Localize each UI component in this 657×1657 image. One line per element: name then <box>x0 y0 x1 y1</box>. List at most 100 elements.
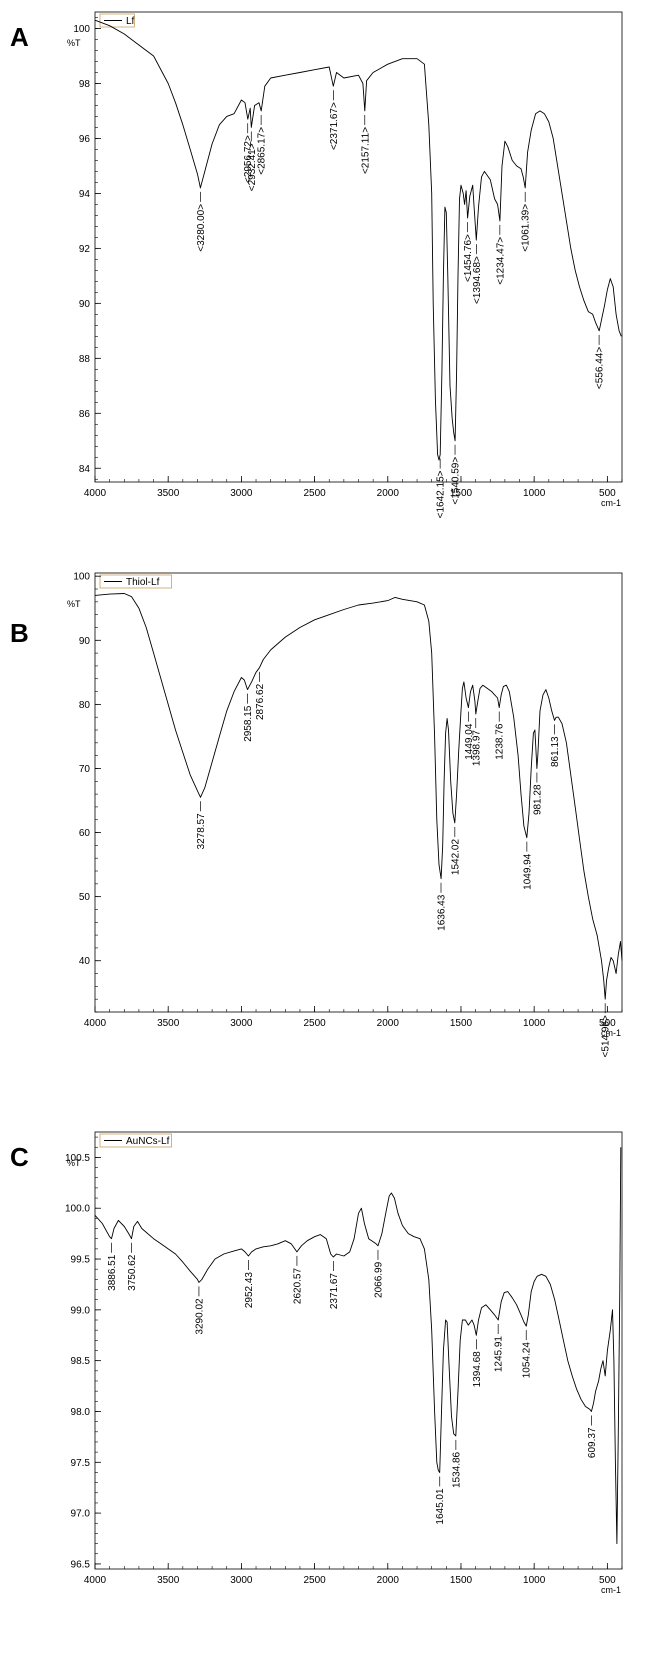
peak-label-text: 2876.62 <box>255 683 266 720</box>
ftir-chart-thiol-lf: Thiol-Lf %T 40 50 60 70 80 90 100 4000 3500 3000 250… <box>67 572 623 1057</box>
panel-b: B Thiol-Lf %T 40 50 60 70 80 90 100 4000 3500 3000 2… <box>0 560 657 1100</box>
x-tick-label: 2000 <box>377 1018 400 1029</box>
y-tick-label: 80 <box>79 700 91 711</box>
y-axis-label: %T <box>67 599 81 609</box>
peak-label-text: <2371.67> <box>329 102 340 150</box>
peak-label-text: 1238.76 <box>495 723 506 760</box>
peak-label: 2958.15 <box>243 693 254 742</box>
peak-label-text: <2956.72> <box>243 135 254 183</box>
peak-label-text: <2865.17> <box>257 127 268 175</box>
y-axis-label: %T <box>67 38 81 48</box>
y-tick-label: 88 <box>79 354 91 365</box>
peak-label: 1398.97 <box>471 717 482 767</box>
peak-label-text: <1642.15> <box>436 470 447 518</box>
peak-label-text: 3290.02 <box>194 1298 205 1335</box>
y-tick-label: 99.0 <box>71 1305 91 1316</box>
peak-label: <1234.47> <box>495 224 506 285</box>
peak-label-text: 1054.24 <box>522 1342 533 1379</box>
peak-label-text: 1534.86 <box>451 1451 462 1488</box>
legend-label: Thiol-Lf <box>126 577 160 588</box>
ftir-chart-lf: Lf %T 84 86 88 90 92 94 96 98 100 4000 3500 3000 2500 2… <box>67 11 623 518</box>
peak-label: 1245.91 <box>494 1324 505 1372</box>
y-tick-label: 98 <box>79 79 91 90</box>
peak-label: 3278.57 <box>196 801 207 849</box>
y-tick-label: 50 <box>79 892 91 903</box>
peak-label: 2620.57 <box>292 1255 303 1304</box>
x-tick-label: 4000 <box>84 1575 107 1586</box>
ftir-chart-aunc-lf: AuNCs-Lf %T 96.5 97.0 97.5 98.0 98.5 99.0 99.5 10… <box>65 1131 623 1595</box>
y-tick-label: 98.5 <box>71 1356 91 1367</box>
x-tick-label: 2500 <box>303 1575 326 1586</box>
peak-label: 861.13 <box>550 724 561 767</box>
x-tick-label: 3500 <box>157 1575 180 1586</box>
plot-frame <box>94 11 623 483</box>
y-tick-label: 97.0 <box>71 1509 91 1520</box>
y-tick-label: 90 <box>79 299 91 310</box>
y-tick-label: 84 <box>79 464 91 475</box>
peak-label: <2157.11> <box>360 114 371 174</box>
peak-label-text: 1636.43 <box>437 894 448 931</box>
peak-label: <1642.15> <box>436 458 447 518</box>
peak-label: <1454.76> <box>463 222 474 282</box>
y-tick-label: 99.5 <box>71 1255 91 1266</box>
peak-label: 3290.02 <box>194 1286 205 1335</box>
peak-label-text: 609.37 <box>587 1427 598 1458</box>
peak-label-text: 1398.97 <box>471 730 482 767</box>
y-tick-label: 96 <box>79 134 91 145</box>
peak-label: 1394.68 <box>472 1339 483 1387</box>
x-tick-label: 2000 <box>377 488 400 499</box>
y-tick-label: 60 <box>79 828 91 839</box>
x-tick-label: 500 <box>599 1018 616 1029</box>
peak-label: 1542.02 <box>450 826 461 875</box>
legend: Lf <box>99 13 135 28</box>
panel-letter-a: A <box>10 22 29 52</box>
peak-label-text: 1645.01 <box>435 1488 446 1525</box>
peak-label-text: <1454.76> <box>463 234 474 282</box>
peak-label: 1054.24 <box>522 1330 533 1378</box>
peak-label: <514.96> <box>601 1003 612 1057</box>
peak-label-text: 2958.15 <box>243 705 254 742</box>
peak-label-text: <514.96> <box>601 1015 612 1057</box>
peak-label-text: 3886.51 <box>107 1254 118 1291</box>
y-tick-label: 98.0 <box>71 1407 91 1418</box>
peak-label: 1449.04 <box>464 711 475 760</box>
y-tick-label: 70 <box>79 764 91 775</box>
x-unit-label: cm-1 <box>601 1585 621 1595</box>
spectrum-line <box>94 19 622 461</box>
panel-c: C AuNCs-Lf %T 96.5 97.0 97.5 98.0 98.5 99.0 99.5… <box>0 1117 657 1657</box>
peak-label: <2865.17> <box>257 114 268 175</box>
peak-label: 1645.01 <box>435 1476 446 1525</box>
y-tick-label: 40 <box>79 956 91 967</box>
x-tick-label: 3000 <box>230 488 253 499</box>
legend: AuNCs-Lf <box>99 1133 172 1148</box>
panel-a: A Lf %T 84 86 88 90 92 94 96 98 100 4000 3500 3000 250… <box>0 0 657 540</box>
x-tick-label: 2000 <box>377 1575 400 1586</box>
peak-label-text: <1061.39> <box>521 204 532 252</box>
x-tick-label: 500 <box>599 488 616 499</box>
peak-label-text: <1234.47> <box>495 237 506 285</box>
peak-label: <2956.72> <box>243 123 254 183</box>
peak-label: 2952.43 <box>244 1259 255 1308</box>
peak-label: <2932.41> <box>247 131 258 191</box>
peak-label: 1636.43 <box>437 882 448 931</box>
x-tick-label: 2500 <box>303 488 326 499</box>
x-tick-label: 3500 <box>157 488 180 499</box>
peak-label: <1061.39> <box>521 191 532 252</box>
peak-label: 3886.51 <box>107 1242 118 1291</box>
peak-label-text: 1394.68 <box>472 1351 483 1388</box>
peak-label: 1049.94 <box>522 841 533 890</box>
peak-label-text: 1049.94 <box>522 853 533 890</box>
y-tick-label: 86 <box>79 409 91 420</box>
peak-label-text: <3280.00> <box>196 204 207 252</box>
peak-label-text: 861.13 <box>550 736 561 767</box>
peak-label: <2371.67> <box>329 90 340 150</box>
y-tick-label: 90 <box>79 636 91 647</box>
x-tick-label: 1500 <box>450 488 473 499</box>
y-tick-label: 100.5 <box>65 1153 90 1164</box>
y-tick-label: 100.0 <box>65 1204 90 1215</box>
peak-label-text: 1245.91 <box>494 1336 505 1373</box>
x-tick-label: 1000 <box>523 1575 546 1586</box>
peak-label-text: <556.44> <box>595 347 606 389</box>
peak-label: 981.28 <box>532 772 543 815</box>
x-tick-label: 1500 <box>450 1575 473 1586</box>
